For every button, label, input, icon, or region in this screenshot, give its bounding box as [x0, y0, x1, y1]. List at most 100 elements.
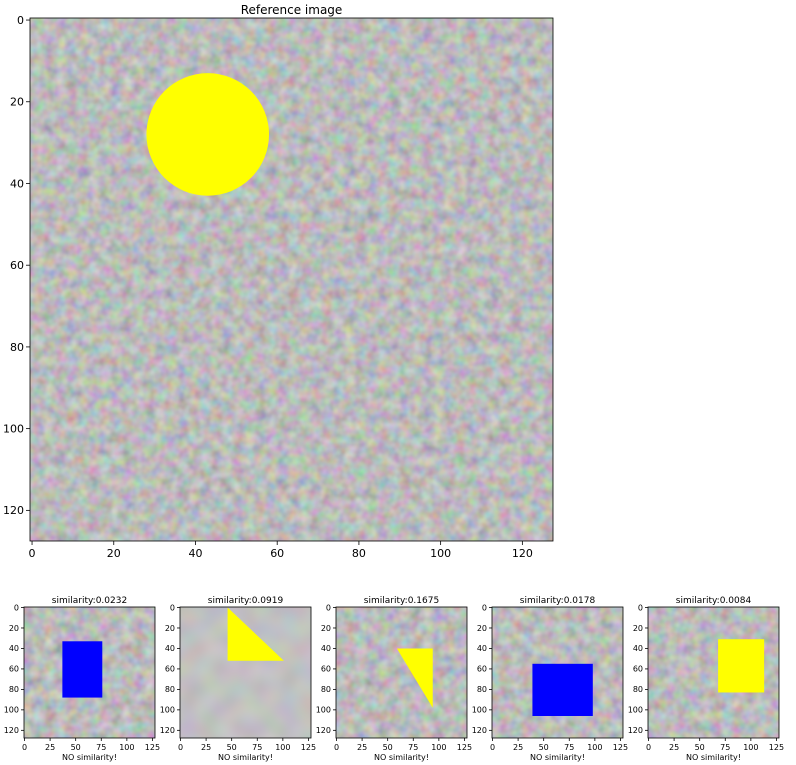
y-tick-label: 80 — [165, 685, 175, 694]
y-tick-label: 60 — [321, 665, 331, 674]
y-tick-label: 80 — [9, 685, 19, 694]
x-tick-label: 25 — [201, 743, 211, 752]
x-tick-label: 0 — [490, 743, 495, 752]
x-tick-label: 80 — [352, 547, 366, 560]
axes-xlabel: NO similarity! — [218, 753, 273, 762]
axes-xlabel: NO similarity! — [374, 753, 429, 762]
x-tick-label: 100 — [275, 743, 290, 752]
axes-title: similarity:0.0178 — [520, 596, 596, 606]
x-tick-label: 25 — [513, 743, 523, 752]
image-background — [30, 18, 553, 541]
x-tick-label: 125 — [613, 743, 628, 752]
y-tick-label: 20 — [165, 624, 175, 633]
x-tick-label: 50 — [383, 743, 393, 752]
axes-frame — [29, 17, 554, 542]
axes-reference: 0 20 40 60 80 100 120 0 20 40 60 80 100 120 Reference … — [3, 3, 554, 560]
x-tick-label: 25 — [357, 743, 367, 752]
y-tick-label: 0 — [170, 603, 175, 612]
x-tick-label: 0 — [29, 547, 36, 560]
axes-candidate-4: 0 25 50 75 100 125 0 20 40 60 80 100 120 similarity:0… — [472, 596, 628, 762]
y-tick-label: 0 — [326, 603, 331, 612]
y-tick-label: 0 — [638, 603, 643, 612]
x-tick-label: 120 — [512, 547, 533, 560]
x-tick-label: 50 — [227, 743, 237, 752]
axes-title: similarity:0.1675 — [364, 596, 439, 606]
y-tick-label: 40 — [477, 644, 487, 653]
y-tick-label: 60 — [165, 665, 175, 674]
x-tick-label: 25 — [45, 743, 55, 752]
y-tick-label: 100 — [3, 422, 24, 435]
axes-title: similarity:0.0232 — [52, 596, 127, 606]
rectangle-shape — [718, 639, 765, 693]
x-tick-label: 75 — [408, 743, 418, 752]
y-tick-label: 100 — [472, 706, 487, 715]
rectangle-shape — [62, 641, 103, 698]
x-tick-label: 125 — [145, 743, 160, 752]
y-tick-label: 120 — [472, 726, 487, 735]
x-tick-label: 75 — [564, 743, 574, 752]
y-tick-label: 40 — [9, 644, 19, 653]
axes-candidate-2: 0 25 50 75 100 125 0 20 40 60 80 100 120 similarity:0… — [160, 596, 316, 762]
y-tick-label: 20 — [633, 624, 643, 633]
y-tick-label: 40 — [10, 177, 24, 190]
axes-xlabel: NO similarity! — [686, 753, 741, 762]
y-tick-label: 80 — [477, 685, 487, 694]
x-tick-label: 40 — [188, 547, 202, 560]
y-tick-label: 40 — [633, 644, 643, 653]
axes-frame — [23, 606, 156, 739]
x-tick-label: 75 — [720, 743, 730, 752]
axes-xlabel: NO similarity! — [530, 753, 585, 762]
y-tick-label: 120 — [316, 726, 331, 735]
rectangle-shape — [532, 663, 593, 716]
axes-candidate-3: 0 25 50 75 100 125 0 20 40 60 80 100 120 similarity:0… — [316, 596, 472, 762]
axes-candidate-1: 0 25 50 75 100 125 0 20 40 60 80 100 120 similarity:0… — [4, 596, 160, 762]
x-tick-label: 100 — [431, 743, 446, 752]
axes-frame — [647, 606, 780, 739]
y-tick-label: 100 — [316, 706, 331, 715]
axes-title: similarity:0.0084 — [676, 596, 752, 606]
x-tick-label: 50 — [71, 743, 81, 752]
y-tick-label: 20 — [10, 96, 24, 109]
x-tick-label: 100 — [743, 743, 758, 752]
y-tick-label: 20 — [9, 624, 19, 633]
y-tick-label: 60 — [9, 665, 19, 674]
axes-title: similarity:0.0919 — [208, 596, 284, 606]
y-tick-label: 100 — [4, 706, 19, 715]
x-tick-label: 100 — [430, 547, 451, 560]
x-tick-label: 100 — [119, 743, 134, 752]
axes-frame — [335, 606, 468, 739]
y-tick-label: 120 — [160, 726, 175, 735]
x-tick-label: 20 — [107, 547, 121, 560]
axes-frame — [179, 606, 312, 739]
x-tick-label: 125 — [457, 743, 472, 752]
y-tick-label: 40 — [321, 644, 331, 653]
y-tick-label: 120 — [3, 504, 24, 517]
y-tick-label: 80 — [633, 685, 643, 694]
y-tick-label: 100 — [160, 706, 175, 715]
axes-candidate-5: 0 25 50 75 100 125 0 20 40 60 80 100 120 similarity:0… — [628, 596, 784, 762]
x-tick-label: 25 — [669, 743, 679, 752]
y-tick-label: 0 — [14, 603, 19, 612]
x-tick-label: 60 — [270, 547, 284, 560]
y-tick-label: 20 — [321, 624, 331, 633]
x-tick-label: 0 — [334, 743, 339, 752]
circle-shape — [146, 73, 270, 196]
y-tick-label: 60 — [10, 259, 24, 272]
triangle-shape — [227, 607, 284, 661]
y-tick-label: 60 — [477, 665, 487, 674]
x-tick-label: 75 — [252, 743, 262, 752]
y-tick-label: 0 — [482, 603, 487, 612]
y-tick-label: 100 — [628, 706, 643, 715]
x-tick-label: 50 — [539, 743, 549, 752]
x-tick-label: 0 — [646, 743, 651, 752]
x-tick-label: 75 — [96, 743, 106, 752]
y-tick-label: 80 — [321, 685, 331, 694]
x-tick-label: 0 — [178, 743, 183, 752]
y-tick-label: 80 — [10, 341, 24, 354]
x-tick-label: 125 — [301, 743, 316, 752]
y-tick-label: 40 — [165, 644, 175, 653]
triangle-shape — [396, 648, 433, 708]
y-tick-label: 60 — [633, 665, 643, 674]
axes-title: Reference image — [241, 3, 343, 17]
